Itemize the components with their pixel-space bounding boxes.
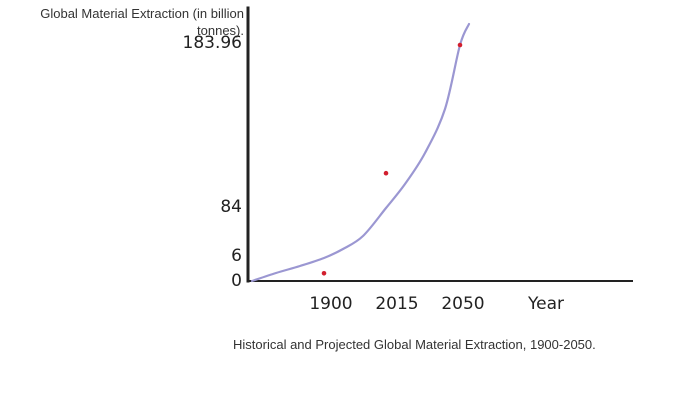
data-point-2050: [457, 42, 463, 48]
chart-caption: Historical and Projected Global Material…: [233, 337, 596, 352]
axes-layer: [246, 6, 633, 283]
point-layer: [321, 42, 463, 276]
y-tick-label-84: 84: [220, 197, 242, 217]
label-layer: 0 6 84 183.96 1900 2015 2050 Year: [183, 33, 564, 314]
data-point-1900: [321, 271, 327, 276]
data-point-2015: [383, 170, 389, 176]
curve-layer: [250, 22, 471, 283]
y-tick-label-183-96: 183.96: [183, 33, 242, 53]
y-tick-label-0: 0: [231, 271, 242, 291]
y-axis-label: Global Material Extraction (in billion t…: [40, 6, 244, 38]
x-tick-label-1900: 1900: [309, 294, 352, 314]
x-tick-label-2050: 2050: [441, 294, 484, 314]
x-axis-label: Year: [527, 294, 564, 314]
x-tick-label-2015: 2015: [375, 294, 418, 314]
y-tick-label-6: 6: [231, 246, 242, 266]
trend-curve: [250, 22, 471, 283]
